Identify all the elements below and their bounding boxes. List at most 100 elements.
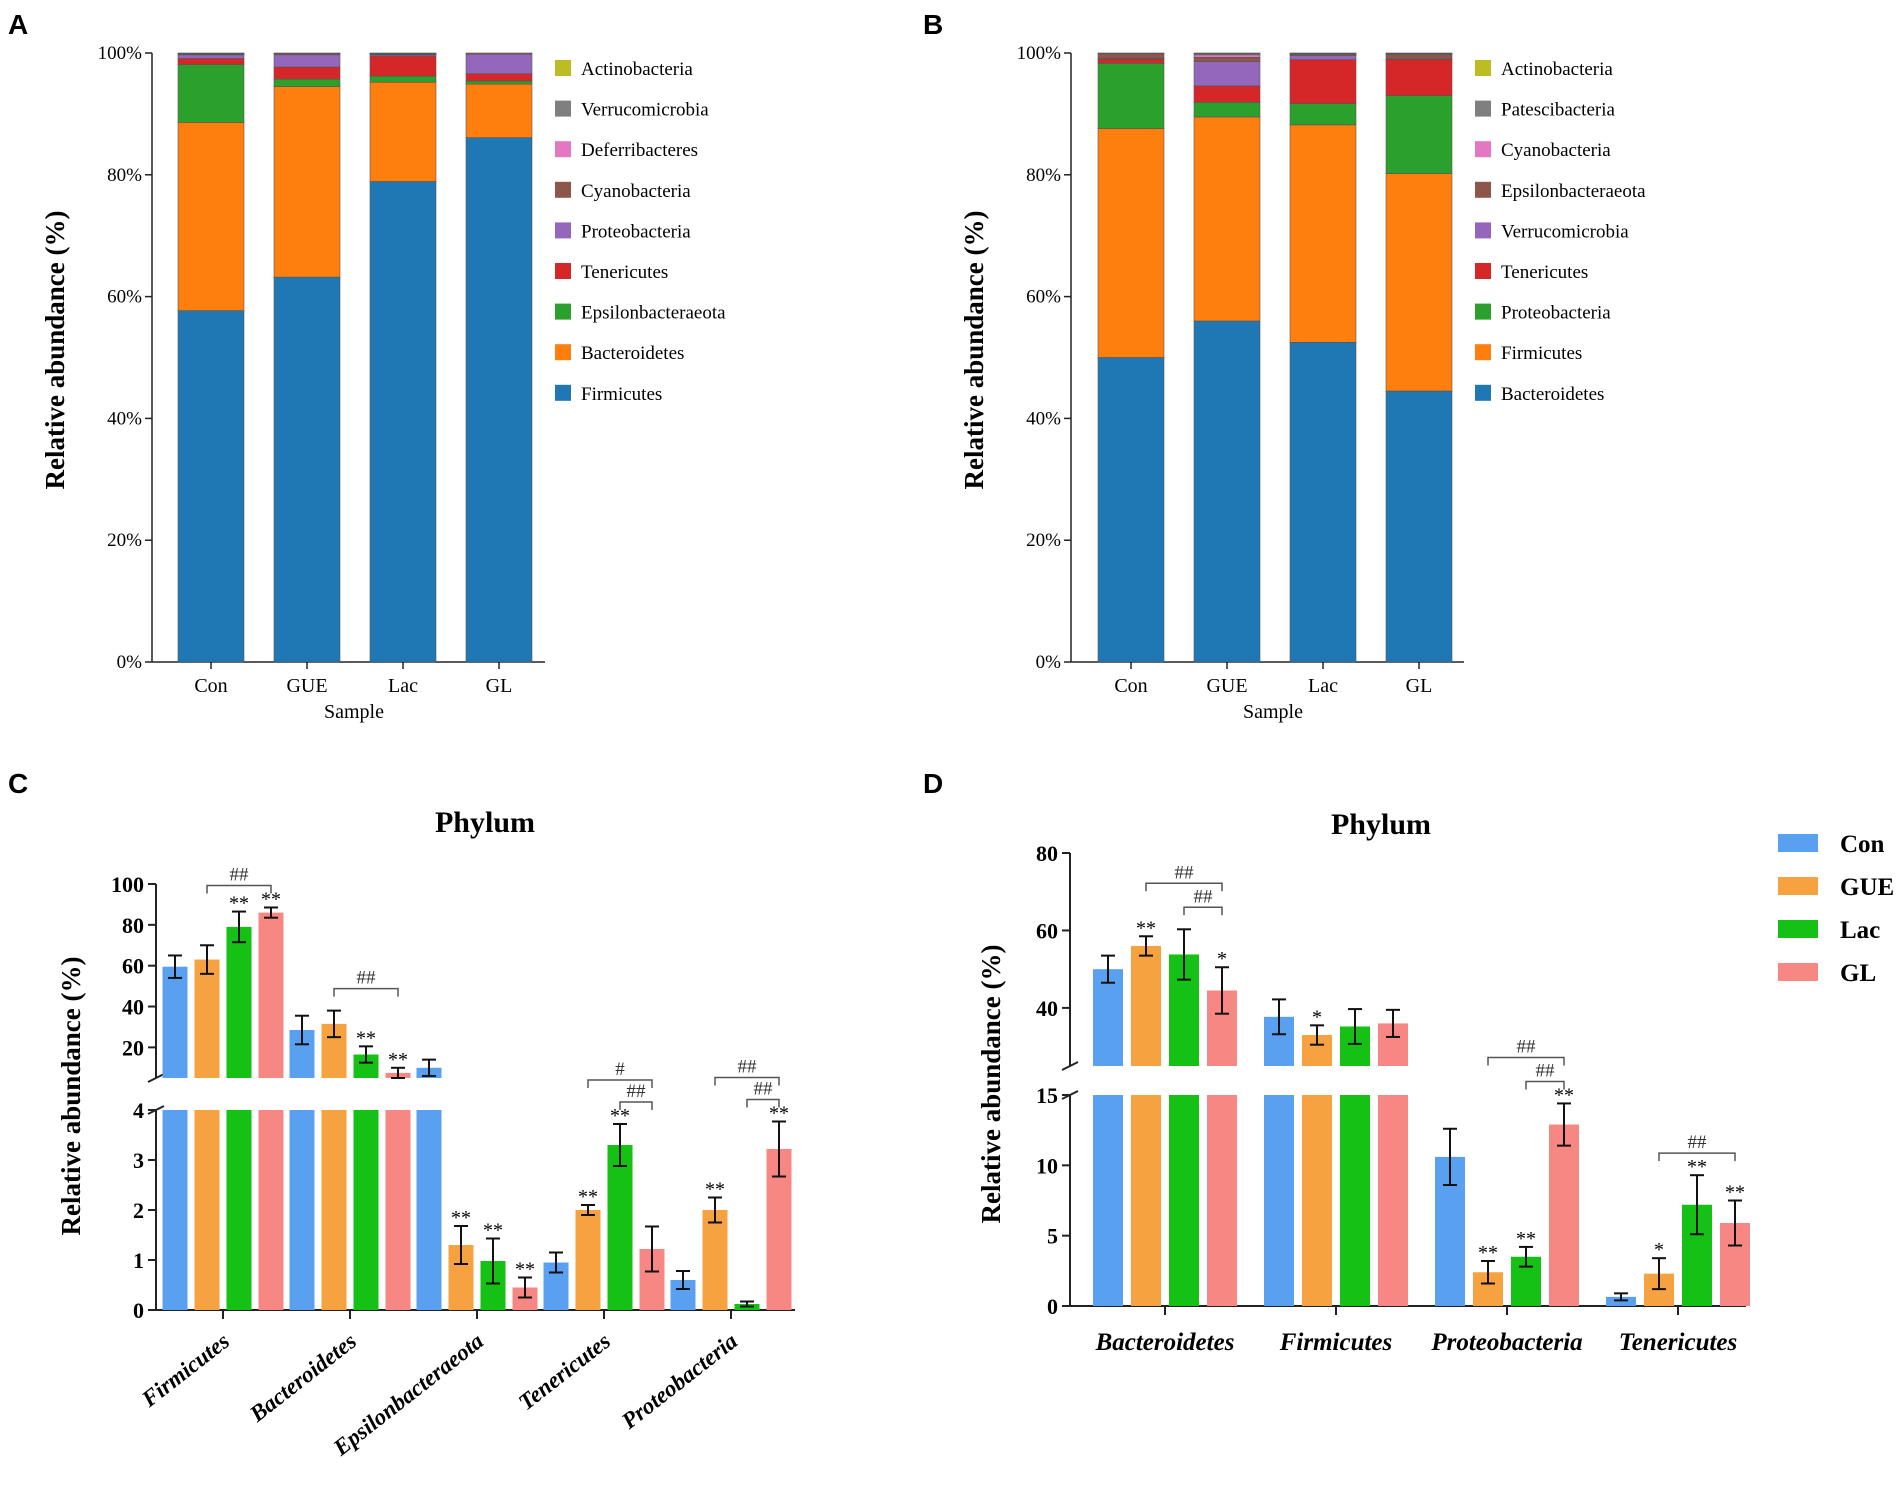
panel-d-significance-mark: ** [1687, 1156, 1707, 1178]
panel-a-legend-swatch [555, 303, 571, 320]
panel-a-legend-swatch [555, 263, 571, 279]
panel-a-bar-segment-bacteroidetes [177, 122, 245, 311]
panel-b-legend-swatch [1475, 100, 1491, 117]
panel-d-significance-mark: * [1654, 1239, 1664, 1261]
panel-c-bar-gue [321, 1110, 347, 1310]
panel-d-significance-mark: * [1217, 948, 1227, 970]
panel-b-legend-label: Actinobacteria [1501, 59, 1613, 80]
panel-b-bar-segment-bacteroidetes [1289, 341, 1357, 663]
panel-a-bar-segment-epsilonbacteraeota [369, 75, 437, 83]
panel-a-xtick-label: Con [194, 675, 227, 697]
panel-c-ytick-label: 3 [133, 1148, 144, 1173]
panel-d-significance-bracket [1487, 1056, 1565, 1066]
panel-d-bar-gl [1378, 1095, 1408, 1306]
panel-d-bar-con [1606, 1296, 1636, 1306]
panel-c-significance-bracket [333, 987, 399, 997]
panel-b-xtick-label: Lac [1308, 675, 1338, 697]
panel-c-significance-mark: ** [229, 893, 249, 915]
panel-a-ytick-label: 20% [107, 530, 142, 551]
panel-d-legend-swatch [1778, 834, 1818, 852]
panel-d-significance-mark: ** [1554, 1084, 1574, 1106]
panel-d-significance-mark: ** [1478, 1242, 1498, 1264]
panel-b-bar-segment-tenericutes [1385, 59, 1453, 96]
panel-c-ytick-label: 100 [111, 872, 144, 897]
panel-b-xtick-label: Con [1114, 675, 1147, 697]
panel-c-bar-gue [575, 1210, 601, 1310]
panel-b-bar-segment-proteobacteria [1289, 103, 1357, 126]
panel-d-significance-mark: ** [1725, 1182, 1745, 1204]
panel-c-bar-gl [258, 912, 284, 1078]
panel-d-ytick-label: 0 [1047, 1294, 1058, 1319]
panel-b-legend-label: Cyanobacteria [1501, 140, 1611, 161]
panel-a-legend-swatch [555, 181, 571, 198]
panel-c-bar-gl [258, 1110, 284, 1310]
panel-a-ytick-label: 100% [98, 43, 143, 64]
panel-b-legend-label: Firmicutes [1501, 343, 1582, 364]
panel-a-legend-label: Actinobacteria [581, 59, 693, 80]
panel-b-bar-segment-proteobacteria [1097, 63, 1165, 129]
panel-c-bracket-label: ## [357, 968, 377, 989]
panel-c-axis-break-mark [147, 1073, 165, 1083]
panel-b-legend-label: Patescibacteria [1501, 100, 1616, 121]
panel-c-bar-gl [385, 1110, 411, 1310]
panel-c-bar-lac [607, 1145, 633, 1310]
panel-c-significance-mark: ** [515, 1259, 535, 1281]
panel-b-legend-label: Proteobacteria [1501, 303, 1611, 324]
panel-label-c: C [8, 768, 28, 799]
panel-c-significance-bracket [746, 1098, 780, 1108]
panel-a-bar-segment-tenericutes [177, 58, 245, 65]
panel-b-xlabel: Sample [1243, 701, 1303, 723]
panel-c-bar-lac [353, 1054, 379, 1078]
panel-c-significance-mark: ** [705, 1179, 725, 1201]
panel-d-significance-bracket [1183, 906, 1223, 916]
panel-d-significance-bracket [1658, 1152, 1736, 1162]
panel-d-ylabel: Relative abundance (%) [976, 945, 1006, 1224]
panel-label-b: B [923, 9, 943, 40]
panel-a-legend-swatch [555, 141, 571, 158]
panel-b-bar-segment-cyanobacteria [1193, 54, 1261, 58]
panel-d-legend-label: GL [1840, 960, 1876, 987]
panel-b-legend-label: Verrucomicrobia [1501, 221, 1629, 242]
panel-b-bar-segment-firmicutes [1193, 116, 1261, 322]
panel-b-bar-segment-proteobacteria [1193, 102, 1261, 118]
panel-a-bar-segment-proteobacteria [273, 54, 341, 68]
panel-c-significance-mark: ** [578, 1186, 598, 1208]
panel-a-bar-segment-bacteroidetes [273, 86, 341, 278]
panel-a-bar-segment-bacteroidetes [369, 81, 437, 182]
panel-b-legend-swatch [1475, 141, 1491, 158]
panel-b-bar-segment-proteobacteria [1385, 95, 1453, 174]
panel-a-legend-swatch [555, 100, 571, 117]
panel-c-significance-mark: ** [769, 1103, 789, 1125]
panel-b-bar-segment-epsilonbacteraeota [1097, 53, 1165, 59]
panel-d-legend-swatch [1778, 963, 1818, 981]
panel-a-bar-segment-epsilonbacteraeota [465, 80, 533, 85]
panel-a-xtick-label: GL [486, 675, 513, 697]
panel-b-bar-segment-verrucomicrobia [1193, 61, 1261, 87]
panel-a-bar-segment-firmicutes [177, 310, 245, 663]
panel-d-bar-gue [1131, 945, 1161, 1066]
panel-c-significance-mark: ** [388, 1049, 408, 1071]
panel-a-bar-segment-firmicutes [273, 276, 341, 663]
panel-c-ytick-label: 60 [122, 954, 144, 979]
panel-a-bar-segment-firmicutes [369, 181, 437, 663]
panel-b-legend-swatch [1475, 263, 1491, 279]
panel-c-bar-gue [194, 959, 220, 1078]
panel-a-ytick-label: 40% [107, 408, 142, 429]
panel-c-bar-lac [353, 1110, 379, 1310]
panel-d-bracket-label: ## [1536, 1060, 1556, 1081]
panel-b-ytick-label: 80% [1026, 165, 1061, 186]
panel-a-ytick-label: 0% [117, 652, 143, 673]
panel-b-bar-segment-bacteroidetes [1385, 390, 1453, 663]
panel-a-xlabel: Sample [324, 701, 384, 723]
panel-label-a: A [8, 9, 28, 40]
panel-a-bar-segment-cyanobacteria [465, 52, 533, 55]
panel-d-significance-mark: ** [1136, 917, 1156, 939]
panel-a-bar-segment-firmicutes [465, 137, 533, 663]
panel-c-bracket-label: ## [230, 864, 250, 885]
panel-b-legend-label: Bacteroidetes [1501, 384, 1604, 405]
panel-c-xtick-label: Tenericutes [514, 1328, 615, 1415]
panel-b-legend-swatch [1475, 222, 1491, 239]
panel-c-bar-gue [702, 1210, 728, 1310]
panel-b-legend-swatch [1475, 344, 1491, 361]
panel-c-significance-mark: ** [356, 1027, 376, 1049]
